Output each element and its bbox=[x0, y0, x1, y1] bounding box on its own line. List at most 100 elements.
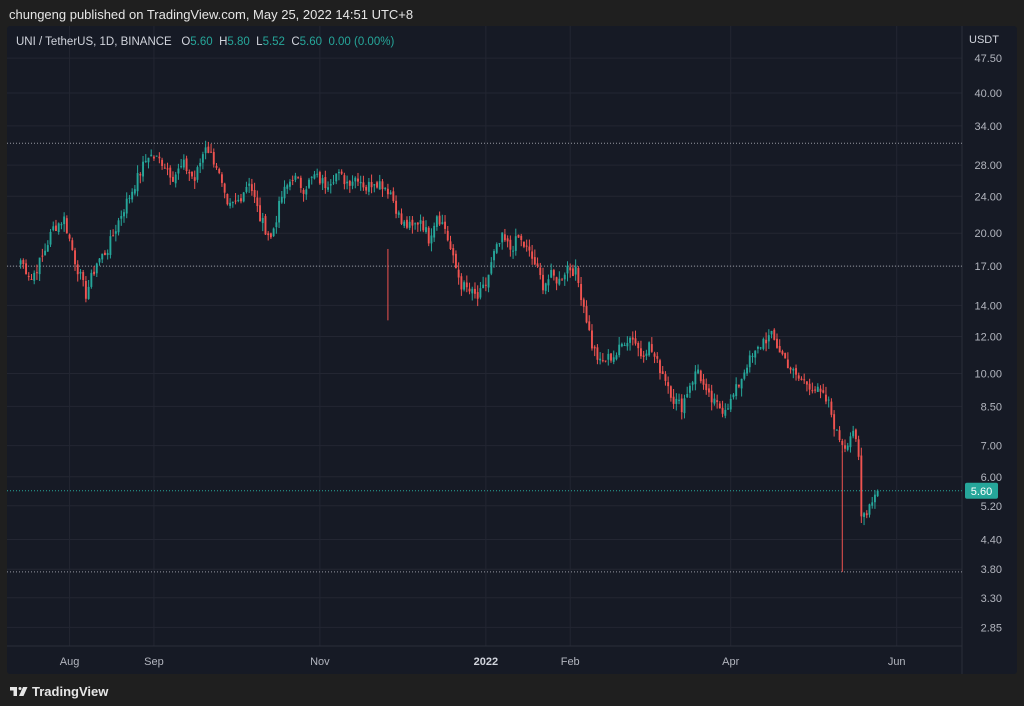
candle-body bbox=[849, 436, 852, 448]
candle-body bbox=[708, 388, 710, 393]
candle-body bbox=[340, 171, 343, 174]
candle-body bbox=[468, 288, 471, 292]
candle-body bbox=[844, 445, 846, 449]
candle-body bbox=[678, 399, 680, 401]
candle-body bbox=[561, 279, 563, 281]
tradingview-logo[interactable]: TradingView bbox=[10, 684, 108, 699]
candle-body bbox=[310, 176, 313, 178]
y-tick-label: 20.00 bbox=[974, 228, 1002, 240]
candle-body bbox=[503, 234, 506, 241]
candle-body bbox=[612, 357, 615, 362]
candle-body bbox=[351, 181, 354, 186]
candle-body bbox=[487, 274, 490, 288]
candle-body bbox=[838, 430, 841, 441]
candle-body bbox=[215, 165, 218, 168]
candle-body bbox=[792, 368, 795, 371]
candle-body bbox=[588, 321, 591, 330]
candle-body bbox=[414, 223, 417, 225]
candle-body bbox=[650, 344, 653, 352]
candle-body bbox=[152, 156, 155, 159]
candle-body bbox=[46, 245, 49, 252]
candle-body bbox=[811, 390, 814, 392]
candle-body bbox=[112, 235, 115, 237]
candle-body bbox=[365, 186, 368, 191]
candle-body bbox=[615, 355, 618, 360]
candle-body bbox=[610, 353, 612, 361]
currency-label: USDT bbox=[969, 34, 999, 46]
candle-body bbox=[748, 355, 751, 368]
chart-panel[interactable]: 47.50 40.00 34.00 28.00 24.00 20.00 17.00 14.00… bbox=[7, 26, 1017, 674]
candle-body bbox=[460, 276, 463, 290]
y-tick-label: 40.00 bbox=[974, 88, 1002, 100]
candle-body bbox=[482, 284, 485, 289]
candle-body bbox=[101, 253, 104, 260]
candle-body bbox=[103, 252, 106, 256]
candle-body bbox=[234, 200, 237, 202]
candle-body bbox=[784, 353, 787, 359]
close-label: C bbox=[291, 36, 300, 48]
candle-body bbox=[873, 494, 876, 503]
candle-body bbox=[634, 338, 637, 344]
candle-body bbox=[60, 224, 63, 226]
candle-body bbox=[386, 188, 389, 195]
candle-body bbox=[697, 369, 700, 374]
candle-body bbox=[699, 370, 702, 382]
candle-body bbox=[335, 173, 338, 182]
candle-body bbox=[25, 263, 27, 274]
candle-body bbox=[672, 396, 675, 404]
candle-body bbox=[357, 178, 359, 182]
candle-body bbox=[367, 181, 370, 192]
candle-body bbox=[544, 283, 547, 291]
x-tick-label: Sep bbox=[144, 656, 164, 668]
candle-body bbox=[280, 196, 283, 203]
candle-body bbox=[479, 288, 482, 298]
candle-body bbox=[212, 152, 215, 165]
candle-body bbox=[256, 197, 259, 207]
y-tick-label: 4.40 bbox=[981, 535, 1002, 547]
candle-body bbox=[278, 200, 281, 223]
candle-body bbox=[354, 177, 357, 182]
open-label: O bbox=[181, 36, 191, 48]
candlestick-chart[interactable]: 47.50 40.00 34.00 28.00 24.00 20.00 17.00 14.00… bbox=[7, 26, 1017, 674]
candle-body bbox=[596, 347, 599, 360]
candle-body bbox=[30, 278, 33, 280]
candle-body bbox=[863, 513, 866, 517]
symbol-legend: UNI / TetherUS, 1D, BINANCE O5.60 H5.80 … bbox=[16, 36, 394, 48]
candle-body bbox=[378, 181, 381, 190]
candle-body bbox=[229, 202, 232, 206]
candle-body bbox=[857, 439, 860, 457]
candle-body bbox=[318, 172, 321, 184]
candle-body bbox=[35, 272, 38, 274]
candle-body bbox=[476, 292, 479, 299]
candle-body bbox=[664, 374, 667, 381]
candle-body bbox=[419, 220, 422, 224]
candle-body bbox=[735, 384, 738, 397]
candle-body bbox=[795, 368, 797, 375]
candle-body bbox=[172, 176, 174, 182]
candle-body bbox=[868, 504, 871, 515]
candle-body bbox=[648, 342, 651, 356]
candle-body bbox=[454, 253, 457, 269]
candle-body bbox=[770, 331, 773, 335]
candle-body bbox=[852, 430, 855, 437]
candle-body bbox=[740, 378, 743, 389]
y-tick-label: 3.80 bbox=[981, 564, 1002, 576]
candle-body bbox=[721, 407, 724, 414]
candle-body bbox=[626, 342, 629, 347]
candle-body bbox=[376, 182, 378, 188]
candle-body bbox=[585, 306, 588, 323]
candle-body bbox=[392, 191, 395, 201]
candle-body bbox=[95, 263, 98, 274]
candle-body bbox=[82, 272, 85, 281]
candle-body bbox=[272, 228, 275, 237]
candle-body bbox=[346, 181, 349, 184]
y-tick-label: 17.00 bbox=[974, 261, 1002, 273]
candle-body bbox=[732, 394, 735, 398]
candle-body bbox=[291, 180, 294, 182]
candle-body bbox=[400, 213, 403, 224]
candle-body bbox=[667, 382, 670, 387]
candle-body bbox=[716, 400, 719, 402]
candle-body bbox=[705, 383, 708, 391]
candle-body bbox=[639, 348, 642, 357]
candle-body bbox=[675, 398, 678, 404]
